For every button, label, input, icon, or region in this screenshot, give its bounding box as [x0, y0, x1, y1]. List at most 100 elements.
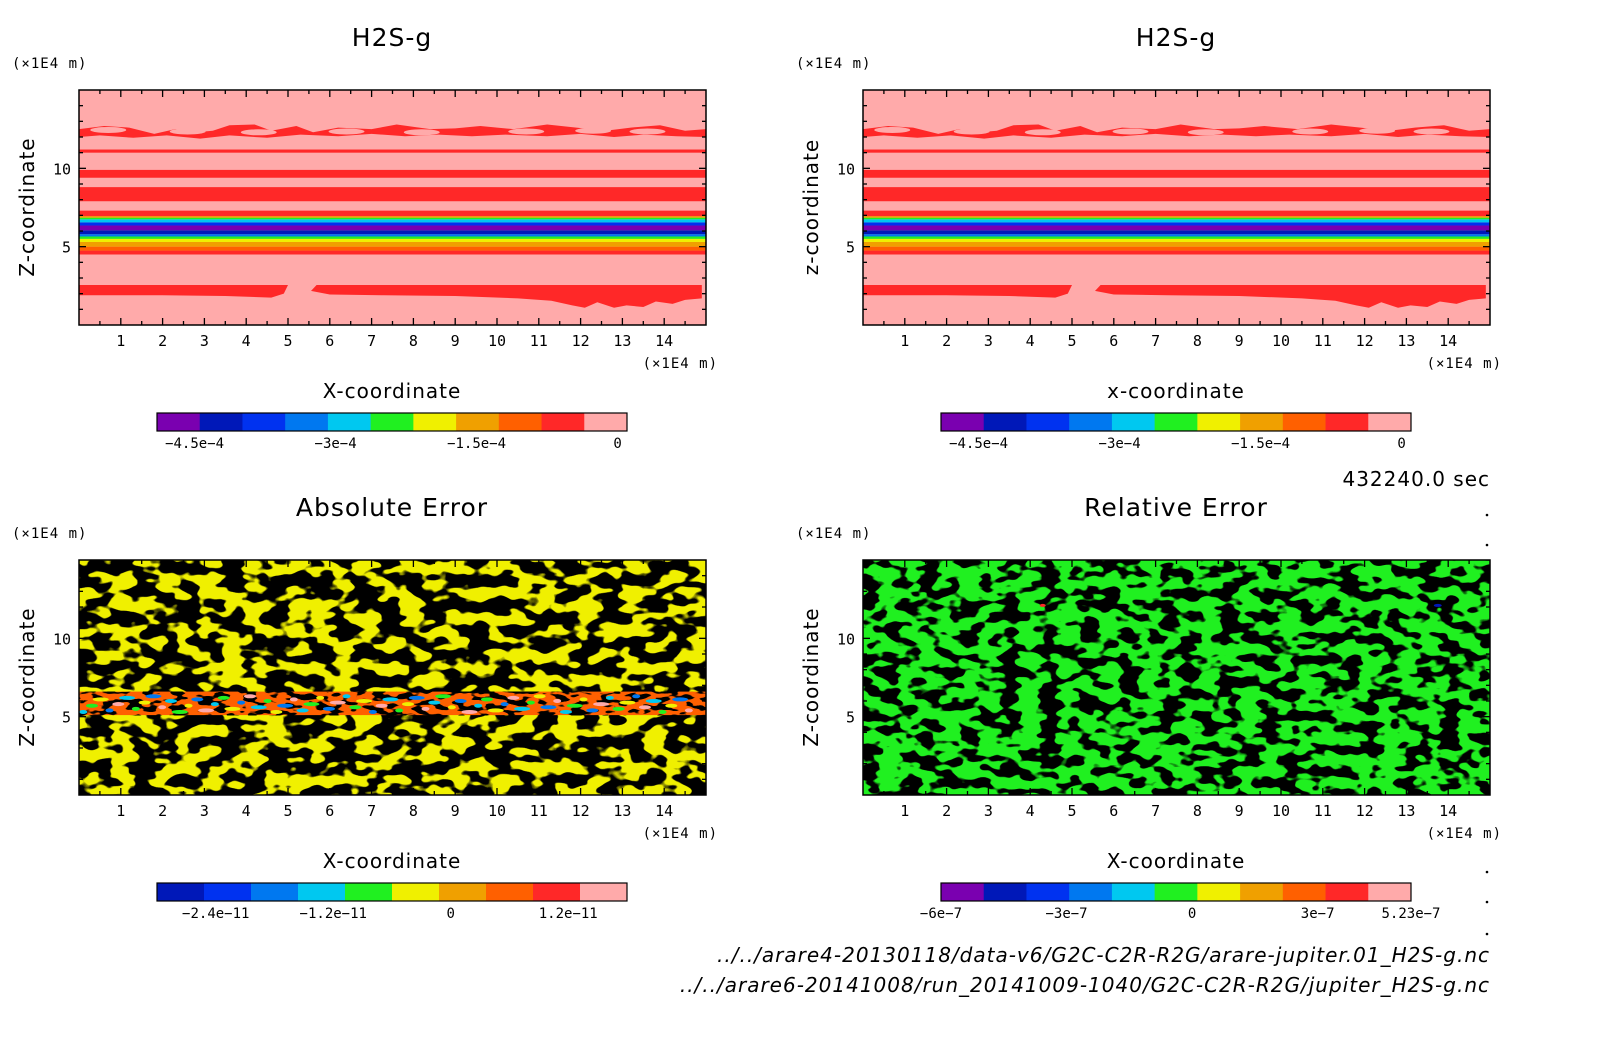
- x-tick-label: 14: [1439, 332, 1457, 350]
- colorbar-label: 1.2e−11: [539, 906, 598, 922]
- colorbar-label: −3e−7: [1045, 906, 1087, 922]
- colorbar-label: −6e−7: [920, 906, 962, 922]
- contour-gap: [508, 128, 545, 135]
- contour-gap: [1292, 128, 1329, 135]
- colorbar-swatch: [1026, 413, 1070, 431]
- colorbar-label: −1.5e−4: [447, 436, 506, 452]
- colorbar-swatch: [983, 413, 1027, 431]
- speckle: [250, 705, 267, 710]
- x-tick-label: 4: [1026, 802, 1035, 820]
- speckle: [435, 694, 452, 699]
- colorbar-label: 0: [1188, 906, 1196, 922]
- x-tick-label: 1: [900, 332, 909, 350]
- y-unit-label: (×1E4 m): [12, 526, 87, 542]
- colorbar-swatch: [486, 883, 534, 901]
- colorbar-label: −1.5e−4: [1231, 436, 1290, 452]
- speckle: [270, 709, 283, 714]
- axis-ticks: [863, 560, 1490, 795]
- contour-band: [863, 217, 1490, 220]
- contour-band: [79, 219, 706, 223]
- x-tick-label: 2: [942, 332, 951, 350]
- contour-gap: [575, 127, 612, 134]
- x-tick-label: 13: [1397, 802, 1415, 820]
- speckle: [645, 699, 662, 703]
- chart-title: Relative Error: [1084, 493, 1268, 522]
- speckle: [329, 700, 346, 705]
- colorbar-swatch: [941, 883, 985, 901]
- axis-ticks: [863, 90, 1490, 325]
- contour-band: [863, 246, 1490, 251]
- colorbar-swatch: [1368, 413, 1412, 431]
- contour-gap: [403, 129, 440, 136]
- colorbar-swatch: [413, 413, 457, 431]
- contour-gap: [288, 284, 318, 300]
- speckle: [612, 706, 625, 711]
- speckle: [79, 709, 88, 714]
- colorbar-swatch: [1069, 413, 1113, 431]
- speckle: [480, 697, 493, 702]
- plot-area: [863, 90, 1490, 325]
- contour-band: [863, 238, 1490, 242]
- x-tick-label: 13: [613, 802, 631, 820]
- y-tick-label: 10: [837, 160, 855, 178]
- colorbar-swatch: [345, 883, 393, 901]
- colorbar-swatch: [1282, 883, 1327, 901]
- y-tick-label: 10: [53, 630, 71, 648]
- contour-band: [79, 241, 706, 247]
- speckle: [533, 694, 546, 699]
- speckle: [553, 699, 562, 703]
- x-axis-label: X-coordinate: [323, 379, 462, 403]
- margin-dot: [1485, 900, 1489, 904]
- x-tick-label: 8: [1193, 802, 1202, 820]
- colorbar-swatch: [498, 413, 543, 431]
- colorbar-swatch: [199, 413, 243, 431]
- speckle: [586, 708, 599, 713]
- colorbar-swatch: [439, 883, 487, 901]
- colorbar-swatch: [370, 413, 414, 431]
- speckle: [217, 695, 230, 700]
- y-tick-label: 5: [62, 239, 71, 257]
- contour-band: [863, 234, 1490, 237]
- contour-band: [79, 250, 706, 255]
- contour-gap: [953, 128, 990, 135]
- x-tick-label: 8: [1193, 332, 1202, 350]
- x-tick-label: 5: [283, 332, 292, 350]
- chart-title: H2S-g: [352, 23, 432, 52]
- contour-band: [79, 225, 706, 231]
- contour-gap: [1024, 129, 1061, 136]
- speckle: [500, 702, 509, 707]
- speckle: [593, 702, 610, 707]
- contour-gap: [629, 128, 666, 135]
- colorbar-swatch: [1154, 413, 1198, 431]
- colorbar-swatch: [533, 883, 581, 901]
- y-unit-label: (×1E4 m): [796, 56, 871, 72]
- x-tick-label: 5: [1067, 802, 1076, 820]
- speckle: [665, 703, 678, 708]
- x-tick-label: 7: [367, 332, 376, 350]
- file-path: ../../arare4-20130118/data-v6/G2C-C2R-R2…: [717, 943, 1490, 967]
- speckle: [375, 703, 388, 708]
- chart-title: Absolute Error: [296, 493, 488, 522]
- colorbar-swatch: [1111, 883, 1156, 901]
- x-tick-label: 13: [613, 332, 631, 350]
- x-tick-label: 10: [1272, 802, 1290, 820]
- speckle: [540, 705, 557, 710]
- speckle: [447, 705, 456, 710]
- colorbar-swatch: [941, 413, 985, 431]
- x-tick-label: 9: [451, 802, 460, 820]
- speckle: [316, 695, 325, 700]
- contour-band: [863, 241, 1490, 247]
- speckle: [1039, 603, 1046, 607]
- colorbar-swatch: [1240, 413, 1284, 431]
- x-tick-label: 10: [1272, 332, 1290, 350]
- x-tick-label: 6: [325, 332, 334, 350]
- contour-band: [863, 149, 1490, 153]
- colorbar-frame: [156, 882, 628, 902]
- colorbar-swatch: [1282, 413, 1327, 431]
- contour-band: [863, 187, 1490, 202]
- speckle: [92, 697, 109, 702]
- x-unit-label: (×1E4 m): [1427, 826, 1502, 842]
- speckle: [605, 695, 614, 700]
